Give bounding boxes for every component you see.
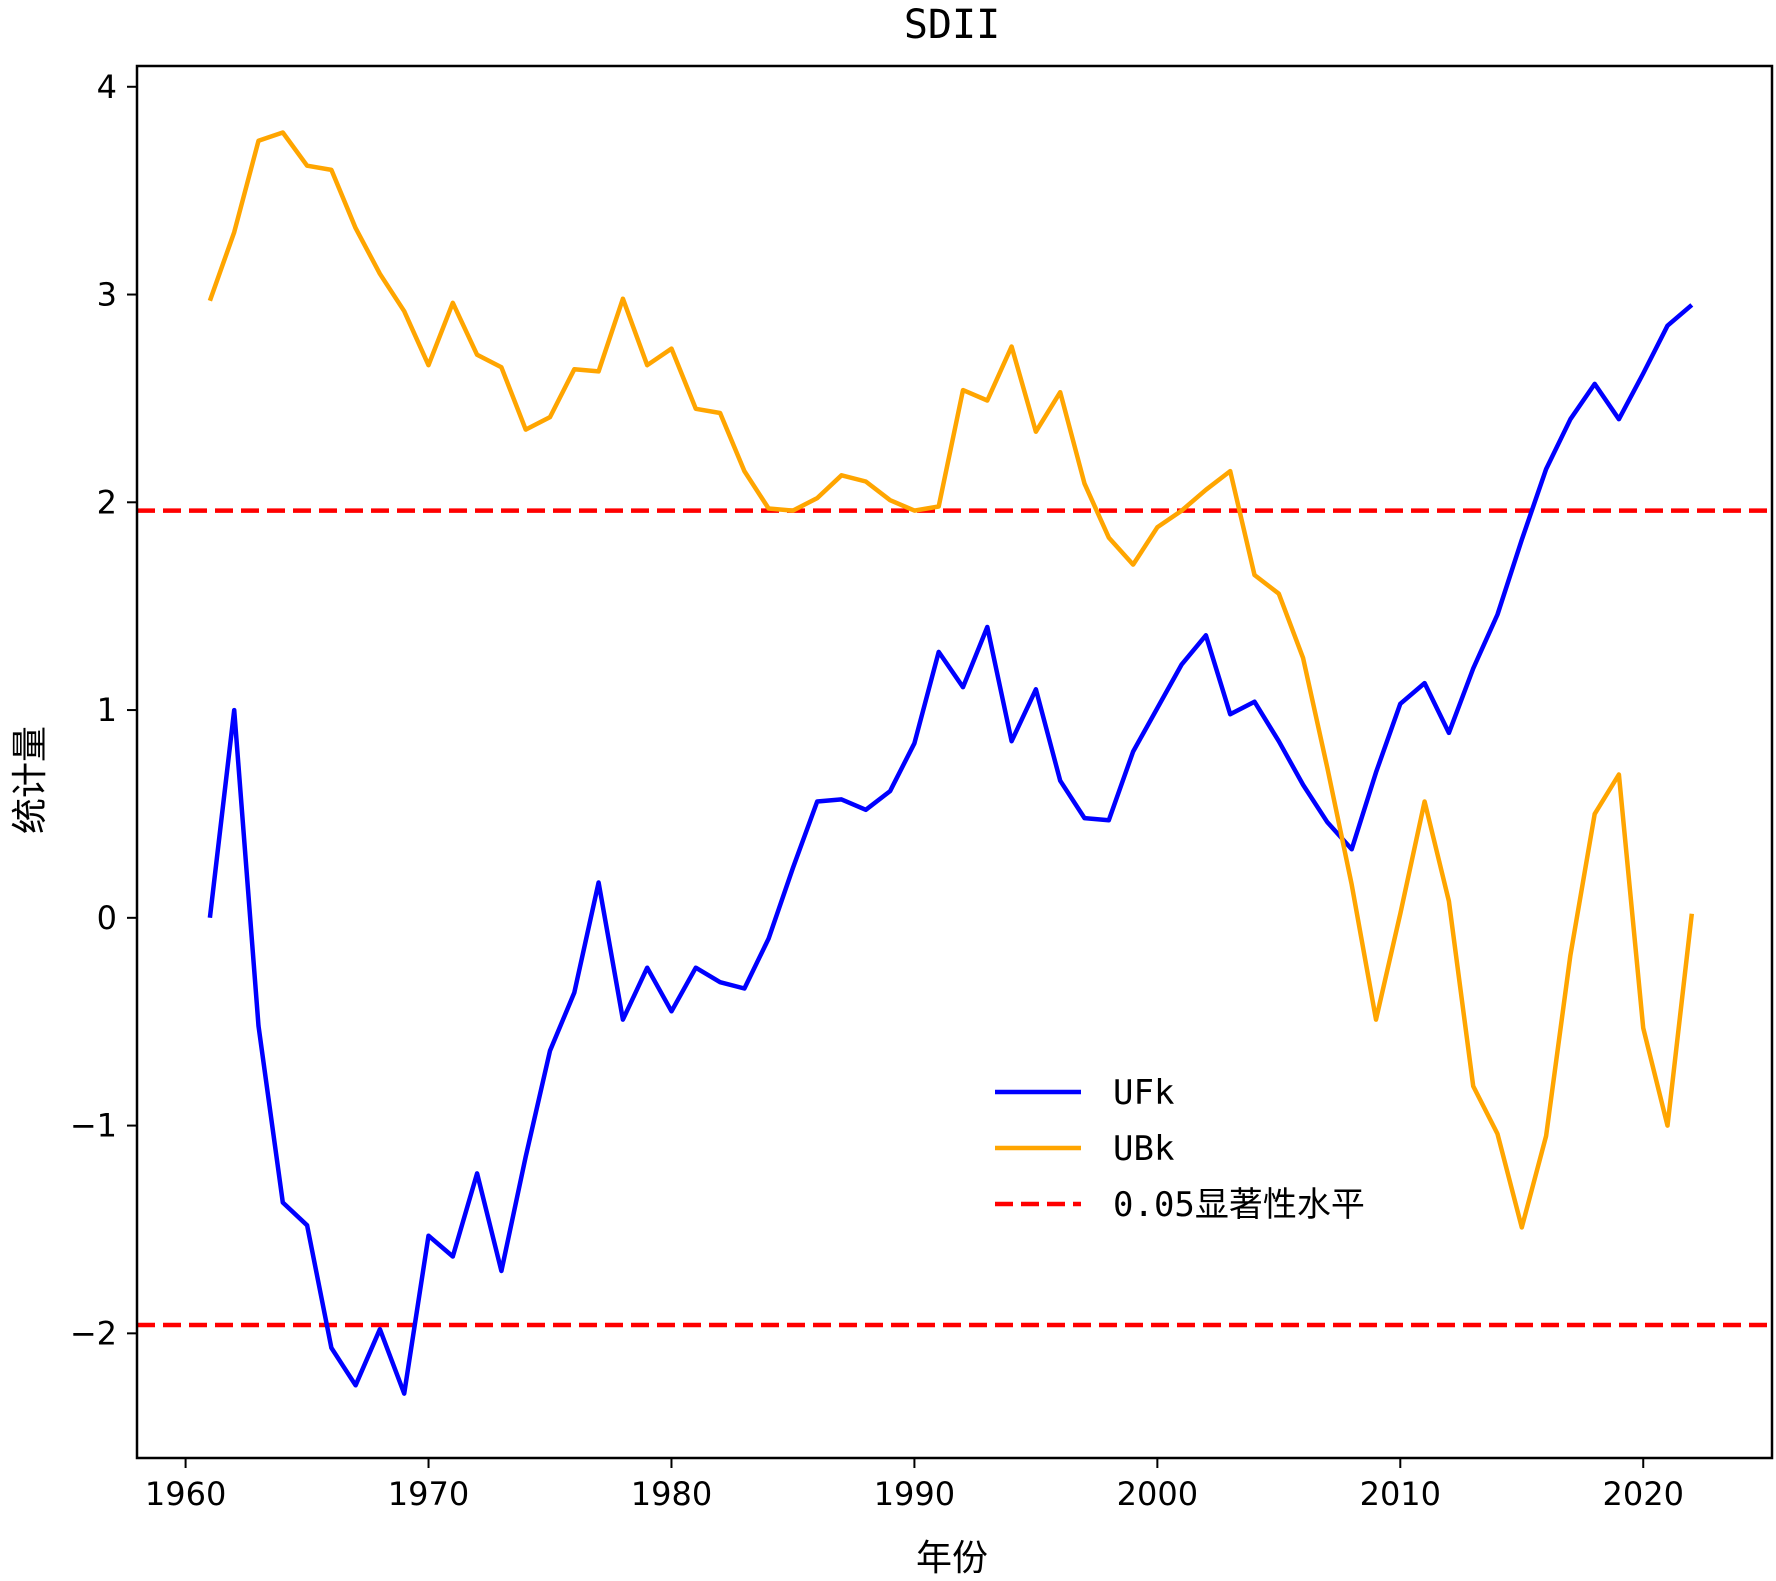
legend-label: UBk [1113, 1129, 1174, 1169]
legend-label: UFk [1113, 1073, 1174, 1113]
y-tick-label: 1 [97, 691, 117, 729]
y-axis-label: 统计量 [10, 726, 51, 834]
x-tick-label: 2010 [1360, 1475, 1441, 1513]
legend: UFk UBk 0.05显著性水平 [995, 1073, 1365, 1225]
chart-title: SDII [904, 2, 1000, 48]
x-tick-label: 1980 [631, 1475, 712, 1513]
y-tick-label: 0 [97, 899, 117, 937]
y-tick-label: −1 [70, 1107, 117, 1145]
legend-label: 0.05显著性水平 [1113, 1185, 1365, 1225]
y-tick-label: 2 [97, 483, 117, 521]
y-axis: −2 −1 0 1 2 3 4 [70, 68, 137, 1352]
x-axis: 1960 1970 1980 1990 2000 2010 2020 [145, 1458, 1684, 1513]
y-tick-label: 4 [97, 68, 117, 106]
series-line-ubk [207, 130, 1695, 1230]
x-tick-label: 2020 [1603, 1475, 1684, 1513]
plot-frame [135, 64, 1774, 1460]
x-tick-label: 1960 [145, 1475, 226, 1513]
series-line-ufk [207, 303, 1694, 1396]
x-tick-label: 1990 [874, 1475, 955, 1513]
x-tick-label: 2000 [1117, 1475, 1198, 1513]
y-tick-label: −2 [70, 1314, 117, 1352]
x-tick-label: 1970 [388, 1475, 469, 1513]
x-axis-label: 年份 [916, 1538, 988, 1579]
y-tick-label: 3 [97, 276, 117, 314]
plot-lines [137, 130, 1772, 1396]
